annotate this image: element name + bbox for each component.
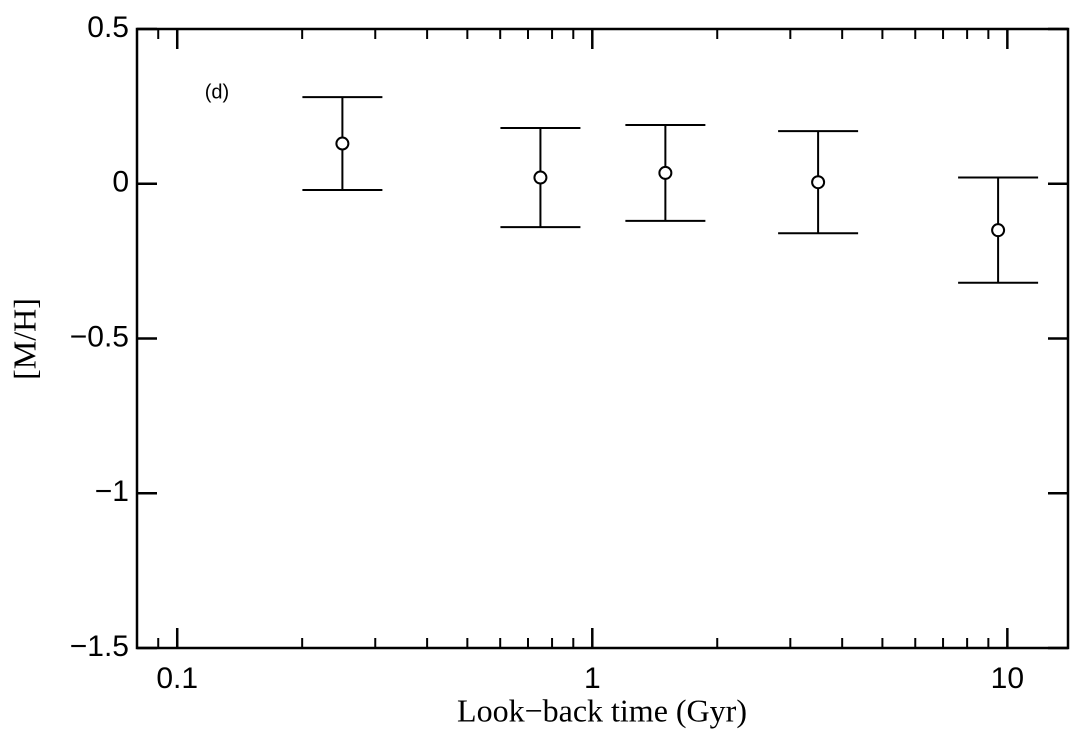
data-point [533,170,548,185]
y-tick-label: 0.5 [87,11,129,44]
x-tick-label: 10 [991,662,1024,695]
error-bar [302,96,383,191]
error-bar [625,123,706,222]
y-tick-label: −0.5 [70,320,129,353]
data-point [811,175,826,190]
y-axis-label: [M/H] [6,298,42,380]
y-tick-label: −1.5 [70,630,129,663]
y-tick-label: 0 [112,166,129,199]
annotation: (d) [205,81,229,103]
error-bar [778,130,859,235]
error-bar [500,127,581,229]
data-point [335,136,350,151]
data-point [658,165,673,180]
plot-frame [135,27,1070,650]
error-bar [958,176,1039,284]
y-tick-label: −1 [95,475,129,508]
x-axis-label: Look−back time (Gyr) [457,692,747,728]
x-tick-label: 1 [584,662,601,695]
data-point [991,223,1006,238]
x-tick-label: 0.1 [156,662,198,695]
